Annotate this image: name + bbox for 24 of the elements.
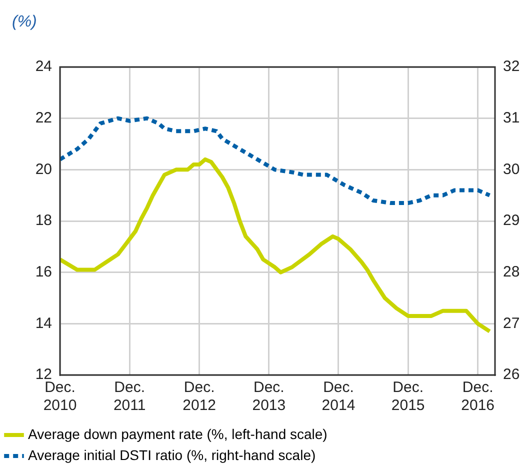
y2-tick-label: 29 bbox=[503, 212, 520, 230]
x-tick-label: Dec. 2013 bbox=[252, 379, 286, 414]
y2-tick-label: 28 bbox=[503, 263, 520, 280]
y2-tick-label: 27 bbox=[503, 314, 520, 332]
x-tick-label: Dec. 2011 bbox=[113, 379, 146, 414]
line-series bbox=[60, 116, 492, 206]
y-tick-label: 14 bbox=[35, 314, 52, 332]
y-tick-label: 18 bbox=[35, 212, 52, 230]
y2-tick-label: 26 bbox=[503, 366, 520, 384]
legend-label: Average down payment rate (%, left-hand scale) bbox=[28, 426, 328, 442]
legend-label: Average initial DSTI ratio (%, right-hand scale) bbox=[28, 446, 316, 463]
x-tick-label: Dec. 2014 bbox=[322, 379, 356, 414]
y-axis-title: (%) bbox=[12, 13, 37, 30]
x-tick-label: Dec. 2016 bbox=[461, 379, 495, 414]
y-tick-label: 20 bbox=[35, 160, 52, 178]
x-tick-label: Dec. 2015 bbox=[391, 379, 425, 414]
y-tick-label: 16 bbox=[35, 263, 52, 280]
y2-tick-label: 32 bbox=[503, 58, 520, 76]
x-tick-label: Dec. 2010 bbox=[43, 379, 77, 414]
y-tick-label: 24 bbox=[35, 58, 52, 76]
y2-tick-label: 31 bbox=[503, 109, 520, 126]
y2-tick-label: 30 bbox=[503, 160, 520, 178]
y-tick-label: 22 bbox=[35, 109, 52, 126]
x-tick-label: Dec. 2012 bbox=[182, 379, 216, 414]
